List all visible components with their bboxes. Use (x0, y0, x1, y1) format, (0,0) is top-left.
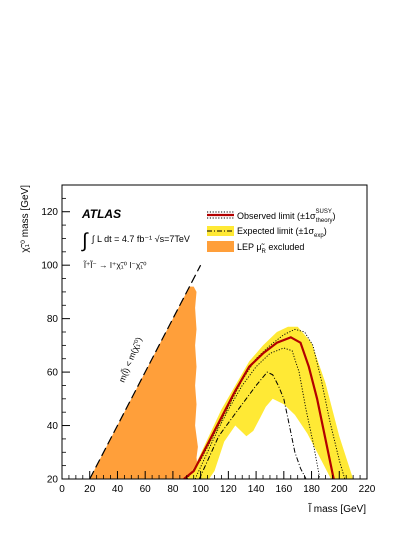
lep-excluded-region (89, 286, 198, 479)
x-tick-label: 120 (220, 484, 237, 495)
kinematic-diagonal-line (89, 264, 202, 479)
y-tick-label: 100 (41, 261, 58, 272)
x-tick-label: 220 (359, 484, 376, 495)
expected-limit-line (198, 371, 307, 479)
x-tick-label: 60 (140, 484, 152, 495)
y-tick-label: 120 (41, 207, 58, 218)
x-tick-label: 180 (303, 484, 320, 495)
experiment-label: ATLAS (81, 207, 121, 221)
legend-lep-label: LEP μ̃R excluded (237, 242, 304, 255)
observed-limit-line (183, 336, 335, 479)
x-tick-label: 0 (59, 484, 65, 495)
legend-lep-swatch (207, 241, 234, 252)
x-tick-label: 100 (192, 484, 209, 495)
x-tick-label: 20 (84, 484, 96, 495)
process-label: l̃⁺l̃⁻ → l⁺χ̃₁⁰ l⁻χ̃₁⁰ (83, 259, 148, 270)
legend: Observed limit (±1σSUSY theory) Expected … (207, 209, 336, 255)
y-axis-title: χ̃₁⁰ mass [GeV] (20, 185, 31, 253)
y-tick-label: 40 (47, 421, 59, 432)
y-tick-label: 60 (47, 368, 59, 379)
y-tick-label: 20 (47, 475, 59, 486)
integral-sign: ∫ (81, 230, 89, 252)
x-tick-label: 200 (331, 484, 348, 495)
x-tick-label: 160 (275, 484, 292, 495)
legend-observed-label: Observed limit (±1σSUSY theory) (237, 209, 336, 224)
y-tick-label: 80 (47, 314, 59, 325)
legend-expected-label: Expected limit (±1σexp) (237, 226, 327, 239)
diagonal-label: m(l̃) < m(χ̃₁⁰) (116, 335, 144, 383)
x-axis-title: l̃ mass [GeV] (307, 502, 366, 515)
luminosity-label: ∫ ∫ L dt = 4.7 fb⁻¹ √s=7TeV (81, 230, 190, 252)
x-tick-label: 140 (248, 484, 265, 495)
x-tick-label: 80 (167, 484, 179, 495)
expected-band (186, 326, 354, 479)
luminosity-text: ∫ L dt = 4.7 fb⁻¹ √s=7TeV (91, 234, 190, 244)
x-tick-label: 40 (112, 484, 124, 495)
